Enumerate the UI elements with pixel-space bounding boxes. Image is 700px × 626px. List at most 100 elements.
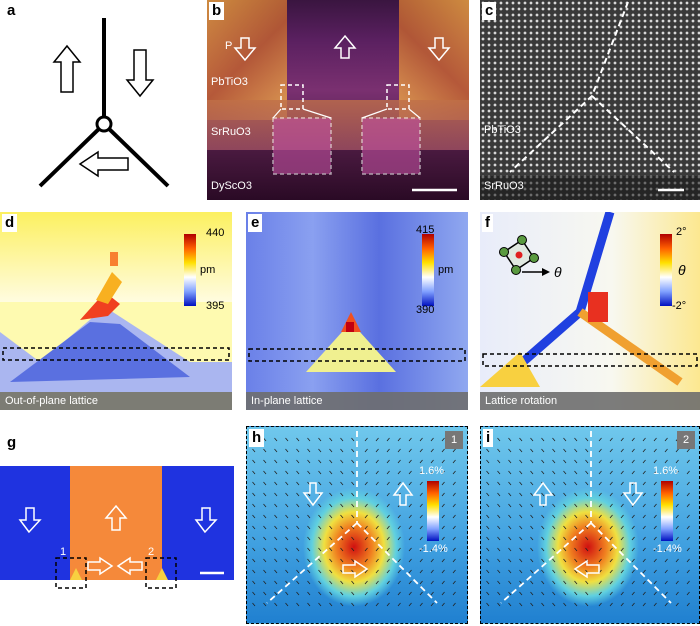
- vector-arrow: [519, 503, 523, 508]
- vector-arrow: [563, 558, 567, 563]
- box-number: 1: [60, 546, 67, 558]
- vector-arrow: [541, 602, 545, 607]
- panel-label: c: [482, 2, 497, 20]
- vector-arrow: [364, 459, 368, 464]
- vector-arrow: [263, 448, 267, 453]
- vector-arrow: [664, 459, 668, 464]
- vector-arrow: [686, 459, 690, 464]
- vector-arrow: [552, 558, 556, 563]
- vector-arrow: [386, 514, 390, 519]
- vector-arrow: [274, 470, 278, 475]
- vector-arrow: [318, 503, 322, 508]
- vector-arrow: [408, 525, 412, 530]
- vector-arrow: [598, 525, 602, 530]
- layer-label: SrRuO3: [484, 180, 524, 192]
- vector-arrow: [285, 514, 289, 519]
- vector-arrow: [552, 448, 556, 453]
- vector-arrow: [508, 580, 512, 585]
- layer-label: PbTiO3: [484, 124, 521, 136]
- colorbar-min: -2°: [672, 300, 687, 312]
- vector-arrow: [620, 536, 624, 541]
- vector-arrow: [609, 437, 613, 442]
- vector-arrow: [364, 503, 368, 508]
- vector-arrow: [508, 558, 512, 563]
- colorbar-max: 1.6%: [419, 465, 445, 477]
- vector-arrow: [598, 602, 602, 607]
- vector-arrow: [686, 448, 690, 453]
- vector-arrow: [419, 558, 423, 563]
- vector-arrow: [530, 470, 534, 475]
- vector-arrow: [620, 525, 624, 530]
- vector-arrow: [452, 536, 456, 541]
- box-tag: 1: [445, 431, 463, 449]
- vector-arrow: [351, 536, 355, 541]
- vector-arrow: [274, 503, 278, 508]
- vector-arrow: [285, 558, 289, 563]
- vector-arrow: [274, 558, 278, 563]
- vector-arrow: [530, 492, 534, 497]
- vector-arrow: [519, 470, 523, 475]
- vector-arrow: [386, 437, 390, 442]
- vector-arrow: [351, 459, 355, 464]
- vector-arrow: [642, 602, 646, 607]
- vector-arrow: [452, 514, 456, 519]
- vector-arrow: [598, 514, 602, 519]
- vector-arrow: [497, 492, 501, 497]
- vector-arrow: [364, 492, 368, 497]
- vector-arrow: [585, 547, 589, 552]
- vector-arrow: [452, 448, 456, 453]
- vector-arrow: [452, 481, 456, 486]
- vector-arrow: [430, 591, 434, 596]
- vector-arrow: [508, 591, 512, 596]
- vector-arrow: [563, 437, 567, 442]
- panel-i-strain-map: 2 1.6% -1.4% i: [480, 426, 700, 624]
- vector-arrow: [541, 591, 545, 596]
- vector-arrow: [296, 580, 300, 585]
- vector-arrow: [351, 437, 355, 442]
- vector-arrow: [563, 492, 567, 497]
- vector-arrow: [340, 558, 344, 563]
- vector-arrow: [653, 558, 657, 563]
- vector-arrow: [318, 448, 322, 453]
- vector-arrow: [252, 514, 256, 519]
- vector-arrow: [508, 448, 512, 453]
- vector-arrow: [263, 547, 267, 552]
- vector-arrow: [263, 503, 267, 508]
- vector-arrow: [296, 481, 300, 486]
- vector-arrow: [285, 591, 289, 596]
- vector-arrow: [519, 547, 523, 552]
- vector-arrow: [274, 481, 278, 486]
- vector-arrow: [375, 536, 379, 541]
- vector-arrow: [351, 503, 355, 508]
- vector-arrow: [296, 492, 300, 497]
- vector-arrow: [508, 503, 512, 508]
- colorbar-unit: θ: [678, 262, 686, 278]
- vector-arrow: [620, 470, 624, 475]
- vector-arrow: [274, 580, 278, 585]
- panel-label: e: [248, 214, 263, 232]
- vector-arrow: [631, 547, 635, 552]
- vector-arrow: [574, 602, 578, 607]
- vector-arrow: [519, 514, 523, 519]
- vector-arrow: [653, 514, 657, 519]
- vector-arrow: [386, 470, 390, 475]
- vector-arrow: [497, 602, 501, 607]
- vector-arrow: [530, 547, 534, 552]
- vector-arrow: [508, 569, 512, 574]
- vector-arrow: [620, 448, 624, 453]
- vector-arrow: [419, 492, 423, 497]
- vector-arrow: [263, 470, 267, 475]
- vector-arrow: [486, 547, 490, 552]
- vector-arrow: [408, 569, 412, 574]
- vector-arrow: [552, 569, 556, 574]
- vector-arrow: [497, 591, 501, 596]
- vector-arrow: [252, 580, 256, 585]
- vector-arrow: [653, 569, 657, 574]
- vector-arrow: [296, 536, 300, 541]
- vector-arrow: [307, 503, 311, 508]
- vector-arrow: [675, 547, 679, 552]
- vector-arrow: [364, 602, 368, 607]
- vector-arrow: [408, 470, 412, 475]
- vector-arrow: [486, 448, 490, 453]
- vector-arrow: [541, 525, 545, 530]
